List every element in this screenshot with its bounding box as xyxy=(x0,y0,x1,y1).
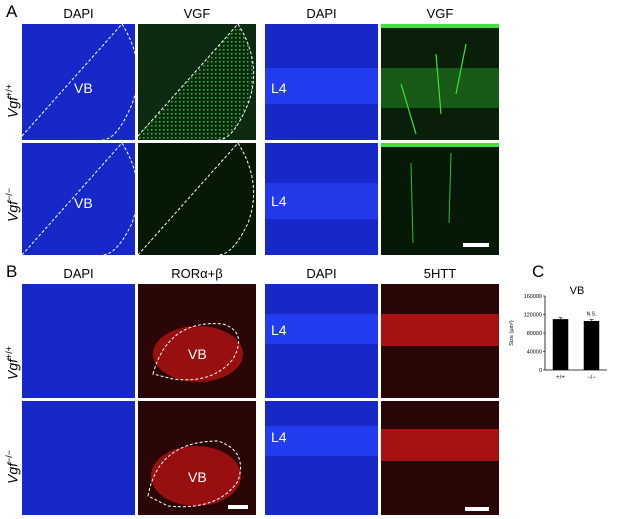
label-vb-a2: VB xyxy=(74,195,93,211)
col-label-a-dapi-left: DAPI xyxy=(63,6,94,21)
micrograph-b-ror-ko: VB xyxy=(138,401,256,515)
micrograph-a-dapi-wt-vb: VB xyxy=(22,24,135,140)
y-tick-label: 80000 xyxy=(527,331,542,337)
label-l4-b1: L4 xyxy=(271,322,287,338)
bar xyxy=(583,320,600,370)
bar xyxy=(552,319,569,370)
scale-bar-a xyxy=(463,243,489,247)
chart-title: VB xyxy=(569,285,585,297)
y-tick-label: 120000 xyxy=(524,313,542,319)
x-tick-label: +/+ xyxy=(556,375,565,381)
col-label-a-vgf-left: VGF xyxy=(183,6,211,21)
label-vb-a1: VB xyxy=(74,80,93,96)
row-label-a-ko: Vgf−/− xyxy=(4,187,21,222)
label-vb-b1: VB xyxy=(188,346,207,362)
label-vb-b2: VB xyxy=(188,469,207,485)
y-tick-label: 40000 xyxy=(527,350,542,356)
y-axis-label: Size (μm²) xyxy=(509,320,515,346)
y-tick-label: 160000 xyxy=(524,294,542,300)
bar-chart: 0 40000 80000 120000 160000 Size (μm²) +/+ −/− N… xyxy=(509,294,607,381)
col-label-b-dapi-right: DAPI xyxy=(306,266,337,281)
micrograph-b-dapi-ko xyxy=(22,401,135,515)
micrograph-a-dapi-ko-l4: L4 xyxy=(265,143,378,255)
micrograph-b-dapi-ko-l4: L4 xyxy=(265,401,378,515)
row-label-a-wt: Vgf+/+ xyxy=(4,83,21,118)
micrograph-a-vgf-ko-vb xyxy=(138,143,256,255)
micrograph-a-vgf-ko-l4 xyxy=(381,143,499,255)
label-l4-a2: L4 xyxy=(271,193,287,209)
panel-letter-c: C xyxy=(532,262,545,281)
col-label-b-5htt-right: 5HTT xyxy=(423,266,457,281)
micrograph-b-ror-wt: VB xyxy=(138,284,256,398)
x-tick-label: −/− xyxy=(587,375,596,381)
col-label-a-vgf-right: VGF xyxy=(426,6,454,21)
scale-bar-b-left xyxy=(228,505,248,509)
micrograph-a-dapi-ko-vb: VB xyxy=(22,143,135,255)
col-label-a-dapi-right: DAPI xyxy=(306,6,337,21)
micrograph-a-dapi-wt-l4: L4 xyxy=(265,24,378,140)
y-tick-label: 0 xyxy=(539,368,542,374)
micrograph-a-vgf-wt-l4 xyxy=(381,24,499,140)
panel-letter-a: A xyxy=(6,2,18,21)
label-l4-b2: L4 xyxy=(271,429,287,445)
col-label-b-ror-left: RORα+β xyxy=(171,266,223,281)
row-label-b-ko: Vgf−/− xyxy=(4,449,21,484)
micrograph-b-5htt-wt xyxy=(381,284,499,398)
label-l4-a1: L4 xyxy=(271,80,287,96)
significance-label: N.S. xyxy=(587,312,597,318)
micrograph-b-dapi-wt-l4: L4 xyxy=(265,284,378,398)
scale-bar-b-right xyxy=(465,507,489,511)
micrograph-b-dapi-wt xyxy=(22,284,135,398)
col-label-b-dapi-left: DAPI xyxy=(63,266,94,281)
micrograph-a-vgf-wt-vb xyxy=(138,24,256,140)
micrograph-b-5htt-ko xyxy=(381,401,499,515)
row-label-b-wt: Vgf+/+ xyxy=(4,345,21,380)
panel-letter-b: B xyxy=(6,262,18,281)
